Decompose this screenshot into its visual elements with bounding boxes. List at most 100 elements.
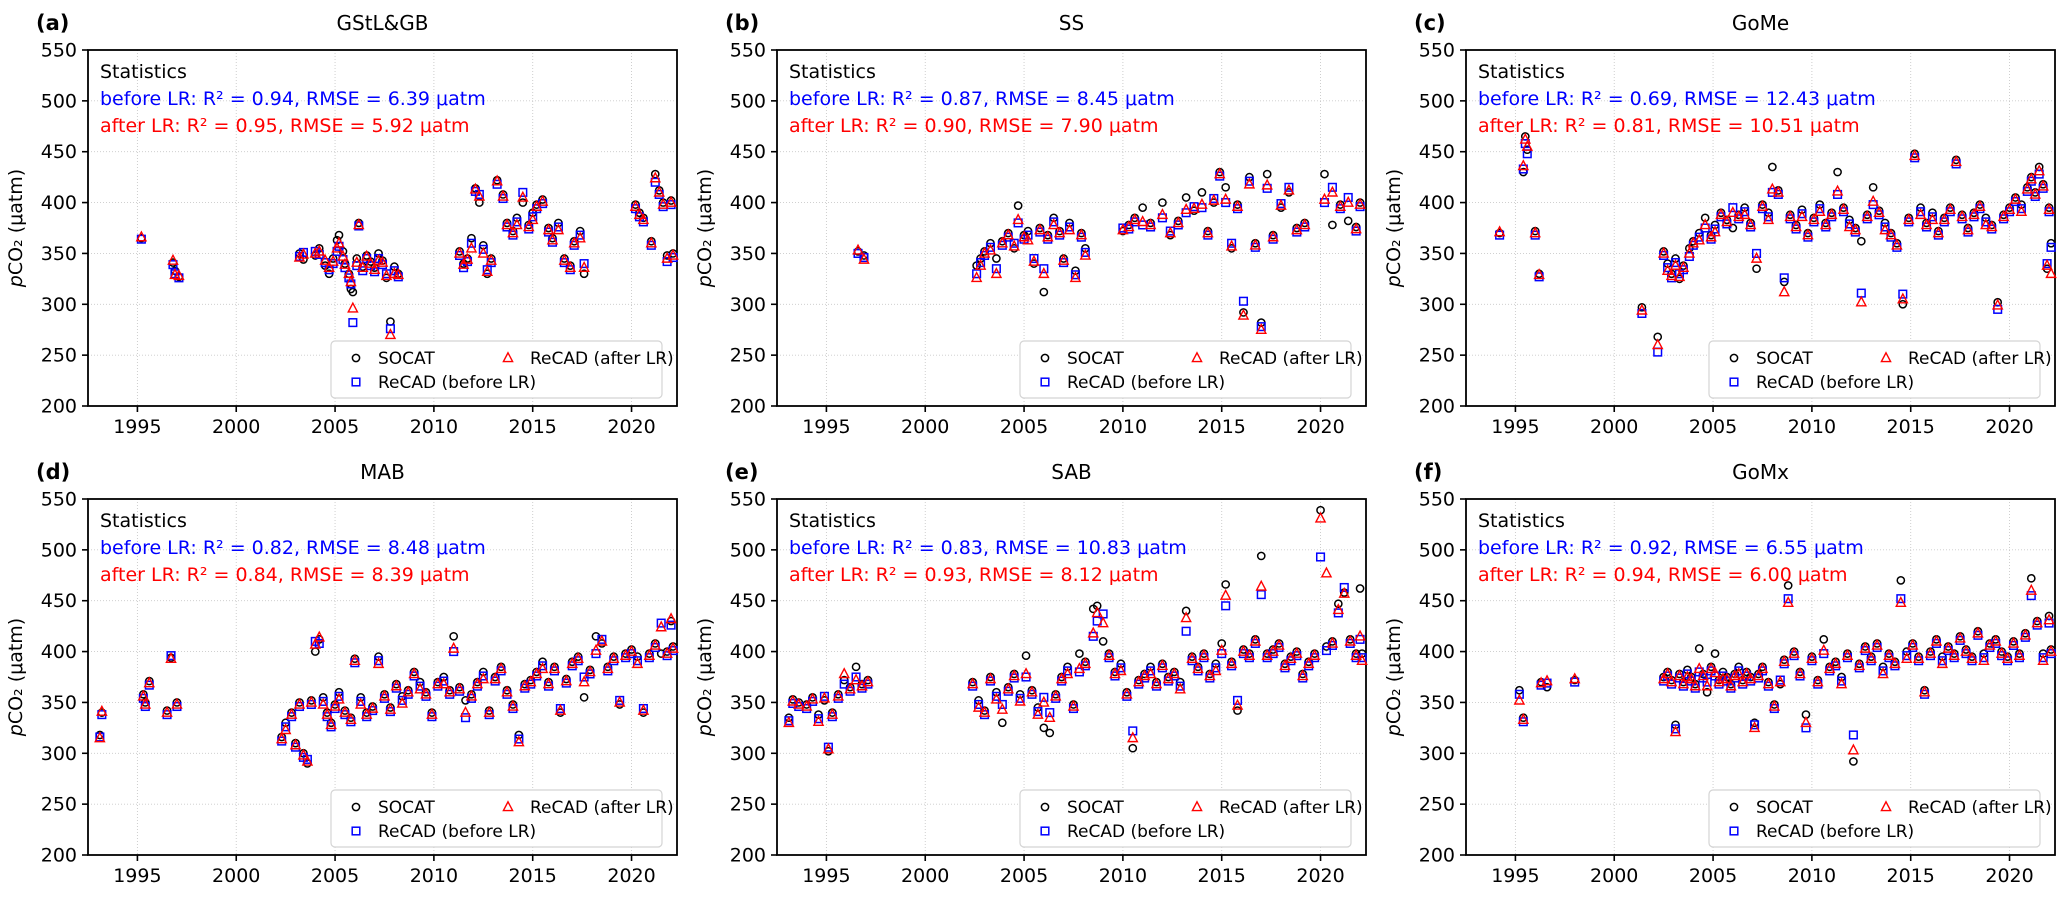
recad-after-point bbox=[1871, 638, 1883, 650]
recad-after-point bbox=[1180, 202, 1192, 214]
recad-before-point bbox=[1751, 248, 1762, 258]
y-axis-label: pCO₂ (μatm) bbox=[694, 169, 716, 288]
recad-after-point bbox=[1255, 579, 1268, 591]
recad-after-point bbox=[1261, 178, 1273, 190]
recad-before-point bbox=[1670, 258, 1681, 268]
x-tick-label: 2000 bbox=[901, 865, 949, 887]
y-tick-label: 250 bbox=[730, 345, 766, 367]
socat-point bbox=[992, 254, 1001, 263]
recad-after-point bbox=[1895, 596, 1907, 608]
recad-after-point bbox=[1533, 268, 1545, 280]
recad-after-point bbox=[1326, 636, 1339, 648]
recad-after-series bbox=[1513, 583, 2057, 755]
y-tick-label: 500 bbox=[41, 90, 77, 112]
recad-after-point bbox=[1302, 657, 1315, 669]
recad-after-series bbox=[94, 612, 679, 766]
socat-point bbox=[1039, 287, 1049, 297]
recad-after-series bbox=[783, 511, 1368, 754]
recad-after-point bbox=[1231, 698, 1244, 710]
recad-after-point bbox=[1275, 198, 1287, 210]
recad-after-point bbox=[665, 612, 677, 624]
panel-label: (b) bbox=[725, 11, 759, 35]
recad-after-point bbox=[1891, 238, 1903, 250]
recad-before-point bbox=[813, 714, 824, 724]
recad-after-point bbox=[139, 697, 152, 709]
recad-after-series bbox=[1493, 132, 2057, 350]
recad-before-point bbox=[1256, 590, 1266, 600]
legend-recad-before-marker bbox=[1729, 826, 1739, 836]
y-tick-label: 400 bbox=[41, 641, 77, 663]
recad-after-point bbox=[631, 657, 644, 669]
recad-after-point bbox=[1237, 644, 1250, 656]
recad-after-point bbox=[1075, 228, 1088, 240]
socat-point bbox=[1013, 201, 1023, 210]
recad-after-point bbox=[1944, 202, 1957, 214]
recad-after-point bbox=[313, 244, 326, 256]
recad-before-point bbox=[397, 695, 407, 705]
recad-after-point bbox=[517, 190, 529, 202]
recad-after-point bbox=[1136, 215, 1149, 227]
socat-point bbox=[1181, 193, 1191, 202]
recad-before-point bbox=[373, 656, 384, 666]
recad-after-point bbox=[629, 199, 642, 211]
recad-after-point bbox=[1002, 682, 1015, 694]
recad-after-point bbox=[408, 667, 420, 679]
socat-point bbox=[1694, 644, 1704, 653]
recad-before-point bbox=[1221, 601, 1231, 611]
recad-after-point bbox=[333, 236, 345, 248]
recad-after-point bbox=[1744, 672, 1757, 684]
recad-before-point bbox=[166, 651, 176, 661]
y-tick-label: 350 bbox=[41, 692, 77, 714]
recad-after-point bbox=[1283, 183, 1295, 195]
recad-after-point bbox=[1897, 292, 1909, 304]
recad-before-point bbox=[974, 699, 984, 710]
recad-after-point bbox=[1829, 657, 1842, 669]
recad-after-point bbox=[1291, 646, 1303, 658]
recad-after-point bbox=[1736, 675, 1749, 687]
recad-after-point bbox=[1790, 220, 1802, 232]
recad-after-point bbox=[613, 695, 626, 707]
recad-after-point bbox=[1044, 710, 1056, 722]
stats-header: Statistics bbox=[100, 510, 187, 532]
legend-recad-after-label: ReCAD (after LR) bbox=[530, 349, 674, 369]
recad-after-point bbox=[1740, 667, 1753, 679]
socat-point bbox=[1896, 576, 1906, 585]
recad-after-point bbox=[2003, 202, 2016, 214]
recad-after-point bbox=[293, 697, 306, 709]
stats-after-lr: after LR: R² = 0.94, RMSE = 6.00 μatm bbox=[1478, 564, 1848, 586]
recad-after-point bbox=[2007, 636, 2020, 648]
recad-before-point bbox=[1039, 692, 1049, 702]
recad-after-point bbox=[1350, 648, 1362, 660]
y-tick-label: 300 bbox=[730, 294, 766, 316]
recad-after-point bbox=[1314, 511, 1327, 523]
x-tick-label: 2000 bbox=[901, 416, 949, 438]
recad-before-point bbox=[1783, 594, 1793, 604]
y-tick-label: 250 bbox=[1419, 794, 1455, 816]
socat-point bbox=[1262, 169, 1272, 179]
recad-after-point bbox=[2029, 187, 2041, 199]
legend-socat-marker bbox=[1729, 802, 1739, 812]
y-tick-label: 500 bbox=[730, 539, 766, 561]
recad-after-point bbox=[501, 218, 513, 230]
axes: 1995 2000 2005 2010 2015 2020 200 250 300 350 400 4… bbox=[1419, 40, 2056, 438]
recad-after-point bbox=[1156, 208, 1169, 220]
recad-after-point bbox=[1144, 218, 1157, 230]
recad-before-point bbox=[632, 656, 643, 666]
recad-after-point bbox=[1350, 222, 1362, 234]
recad-after-point bbox=[1121, 687, 1133, 699]
recad-after-point bbox=[1034, 223, 1046, 235]
recad-after-point bbox=[1669, 258, 1682, 270]
recad-after-point bbox=[327, 254, 339, 266]
recad-after-point bbox=[477, 672, 490, 684]
recad-after-point bbox=[1493, 225, 1506, 237]
recad-before-point bbox=[1327, 182, 1337, 192]
recad-after-point bbox=[1657, 246, 1670, 258]
recad-after-point bbox=[1127, 731, 1139, 743]
recad-after-point bbox=[313, 630, 326, 642]
recad-before-point bbox=[478, 671, 488, 681]
recad-after-point bbox=[507, 226, 519, 238]
recad-after-point bbox=[489, 672, 501, 684]
recad-before-point bbox=[666, 620, 676, 630]
recad-after-point bbox=[1326, 185, 1339, 197]
recad-after-point bbox=[1180, 611, 1192, 623]
